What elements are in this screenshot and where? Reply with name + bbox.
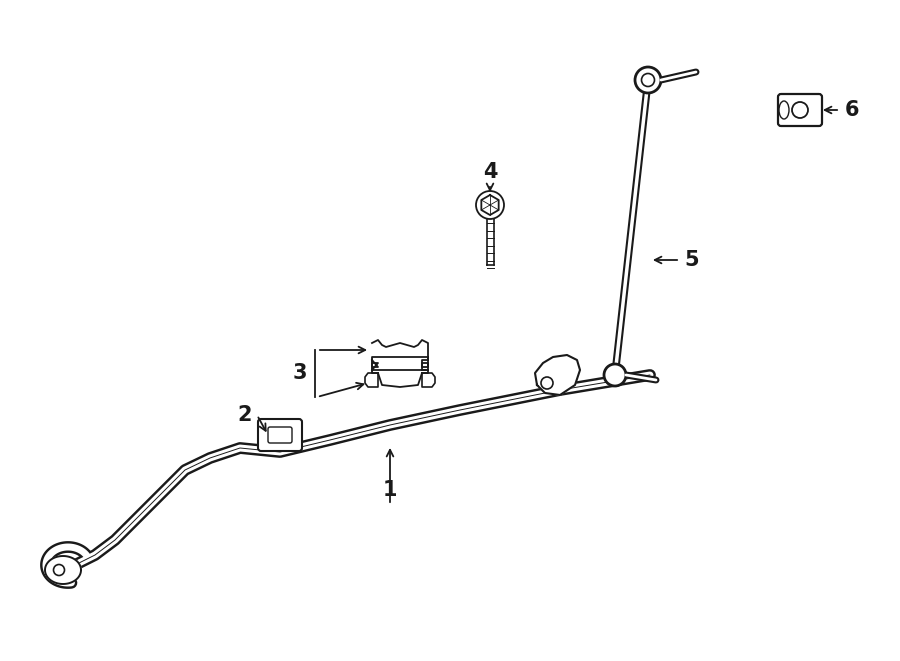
- Polygon shape: [422, 373, 435, 387]
- Polygon shape: [372, 340, 428, 367]
- Circle shape: [53, 564, 65, 576]
- FancyBboxPatch shape: [778, 94, 822, 126]
- Circle shape: [541, 377, 553, 389]
- Polygon shape: [372, 363, 428, 387]
- Text: 3: 3: [292, 363, 307, 383]
- Text: 2: 2: [238, 405, 252, 425]
- Circle shape: [604, 364, 626, 386]
- Circle shape: [792, 102, 808, 118]
- Polygon shape: [482, 195, 499, 215]
- Text: 1: 1: [382, 480, 397, 500]
- FancyBboxPatch shape: [268, 427, 292, 443]
- FancyBboxPatch shape: [258, 419, 302, 451]
- Circle shape: [476, 191, 504, 219]
- Polygon shape: [365, 373, 378, 387]
- Text: 5: 5: [685, 250, 699, 270]
- Ellipse shape: [779, 101, 789, 119]
- Circle shape: [635, 67, 661, 93]
- Polygon shape: [45, 556, 81, 584]
- Text: 4: 4: [482, 162, 497, 182]
- Polygon shape: [535, 355, 580, 395]
- Text: 6: 6: [845, 100, 859, 120]
